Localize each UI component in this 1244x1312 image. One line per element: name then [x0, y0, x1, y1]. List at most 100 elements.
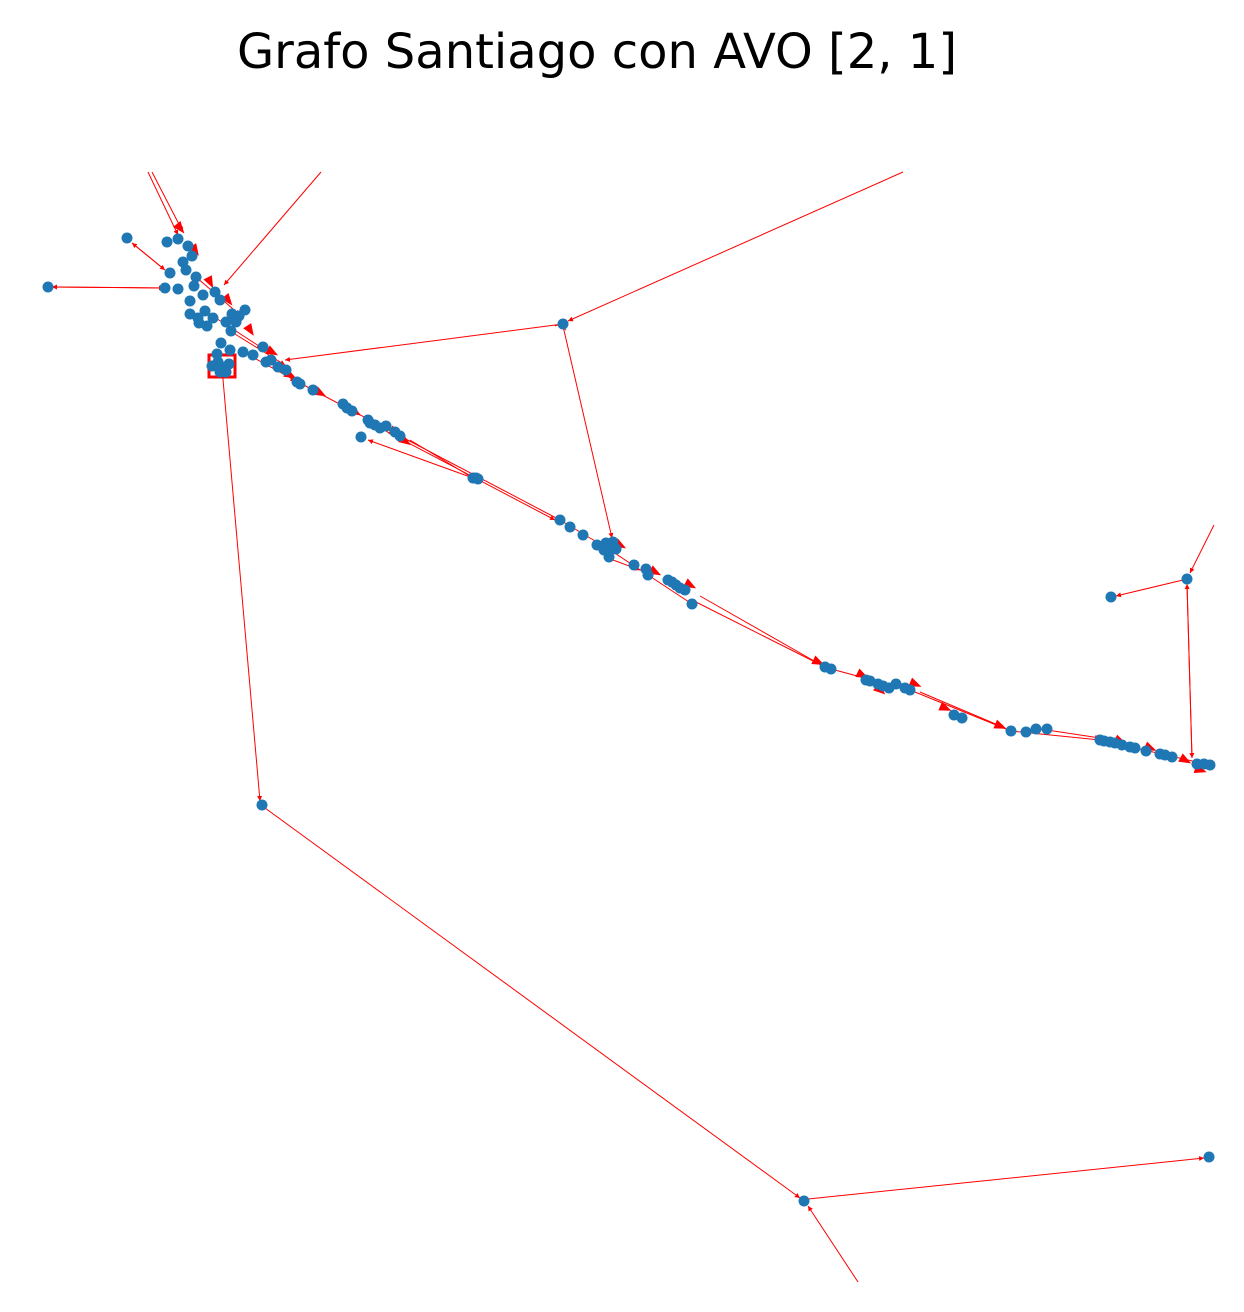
graph-node: [1203, 1151, 1215, 1163]
graph-node: [207, 312, 219, 324]
graph-node: [674, 582, 686, 594]
graph-node: [257, 341, 269, 353]
graph-node: [239, 304, 251, 316]
graph-edge: [1115, 579, 1184, 598]
graph-node: [554, 514, 566, 526]
graph-node: [211, 348, 223, 360]
edge-arrowhead: [203, 275, 214, 289]
graph-node: [265, 354, 277, 366]
graph-node: [877, 680, 889, 692]
graph-edge: [264, 807, 801, 1199]
graph-node: [307, 384, 319, 396]
graph-node: [294, 378, 306, 390]
graph-node: [188, 280, 200, 292]
graph-node: [666, 576, 678, 588]
graph-node: [1020, 726, 1032, 738]
graph-node: [214, 366, 226, 378]
graph-node: [686, 598, 698, 610]
graph-edge: [567, 171, 904, 322]
graph-edge: [131, 242, 166, 271]
graph-edge: [562, 325, 614, 539]
graph-edge: [151, 171, 184, 233]
graph-node: [42, 281, 54, 293]
graph-node: [206, 360, 218, 372]
graph-node: [172, 233, 184, 245]
graph-node: [1198, 758, 1210, 770]
graph-node: [1041, 723, 1053, 735]
graph-node: [159, 282, 171, 294]
graph-node: [184, 295, 196, 307]
graph-edge: [223, 171, 322, 286]
graph-node: [600, 537, 612, 549]
graph-node: [161, 236, 173, 248]
graph-node: [256, 799, 268, 811]
graph-edge: [1184, 583, 1193, 759]
graph-title: Grafo Santiago con AVO [2, 1]: [236, 24, 958, 80]
graph-node: [899, 682, 911, 694]
graph-edge: [147, 171, 179, 236]
graph-edge: [221, 367, 263, 802]
graph-node: [220, 316, 232, 328]
graph-node: [577, 529, 589, 541]
graph-node: [197, 289, 209, 301]
edge-arrowhead: [938, 701, 952, 711]
graph-edge: [409, 439, 474, 479]
graph-edge: [691, 599, 826, 668]
edge-arrowhead: [173, 221, 185, 234]
graph-node: [470, 472, 482, 484]
graph-node: [890, 678, 902, 690]
graph-edge: [284, 323, 564, 362]
graph-node: [1181, 573, 1193, 585]
graph-node: [237, 346, 249, 358]
edge-arrowhead: [221, 293, 233, 306]
graph-node: [628, 559, 640, 571]
edge-arrowhead: [265, 345, 279, 356]
graph-node: [201, 320, 213, 332]
graph-node: [230, 316, 242, 328]
edge-arrowhead: [993, 719, 1007, 729]
graph-node: [825, 663, 837, 675]
graph-node: [864, 675, 876, 687]
graph-node: [190, 271, 202, 283]
graph-node: [798, 1195, 810, 1207]
edge-arrowhead: [243, 323, 254, 336]
graph-node: [182, 240, 194, 252]
graph-node: [956, 712, 968, 724]
graph-node: [1105, 591, 1117, 603]
edge-arrowhead: [1178, 753, 1192, 764]
graph-node: [280, 364, 292, 376]
graph-edge: [909, 689, 1012, 732]
graph-node: [192, 312, 204, 324]
graph-edge: [699, 595, 831, 671]
graph-node: [642, 569, 654, 581]
graph-node: [209, 286, 221, 298]
graph-node: [1104, 736, 1116, 748]
graph-node: [164, 267, 176, 279]
edge-arrowhead: [908, 677, 922, 687]
graph-node: [224, 344, 236, 356]
graph-edge: [807, 1156, 1205, 1200]
edge-arrowhead: [398, 434, 411, 445]
graph-node: [1005, 725, 1017, 737]
graph-node: [610, 543, 622, 555]
graph-node: [247, 349, 259, 361]
graph-node: [172, 283, 184, 295]
graph-edge: [367, 439, 474, 479]
graph-node: [1159, 749, 1171, 761]
graph-node: [223, 358, 235, 370]
graph-node: [557, 318, 569, 330]
graph-node: [341, 402, 353, 414]
graph-node: [389, 426, 401, 438]
graph-edge: [51, 285, 165, 291]
graph-node: [225, 325, 237, 337]
edge-arrowhead: [811, 655, 825, 666]
graph-node: [1140, 745, 1152, 757]
graph-node: [369, 419, 381, 431]
graph-node: [1030, 723, 1042, 735]
graph-node: [199, 305, 211, 317]
graph-node: [215, 337, 227, 349]
graph-node: [214, 294, 226, 306]
graph-node: [564, 521, 576, 533]
graph-node: [355, 431, 367, 443]
